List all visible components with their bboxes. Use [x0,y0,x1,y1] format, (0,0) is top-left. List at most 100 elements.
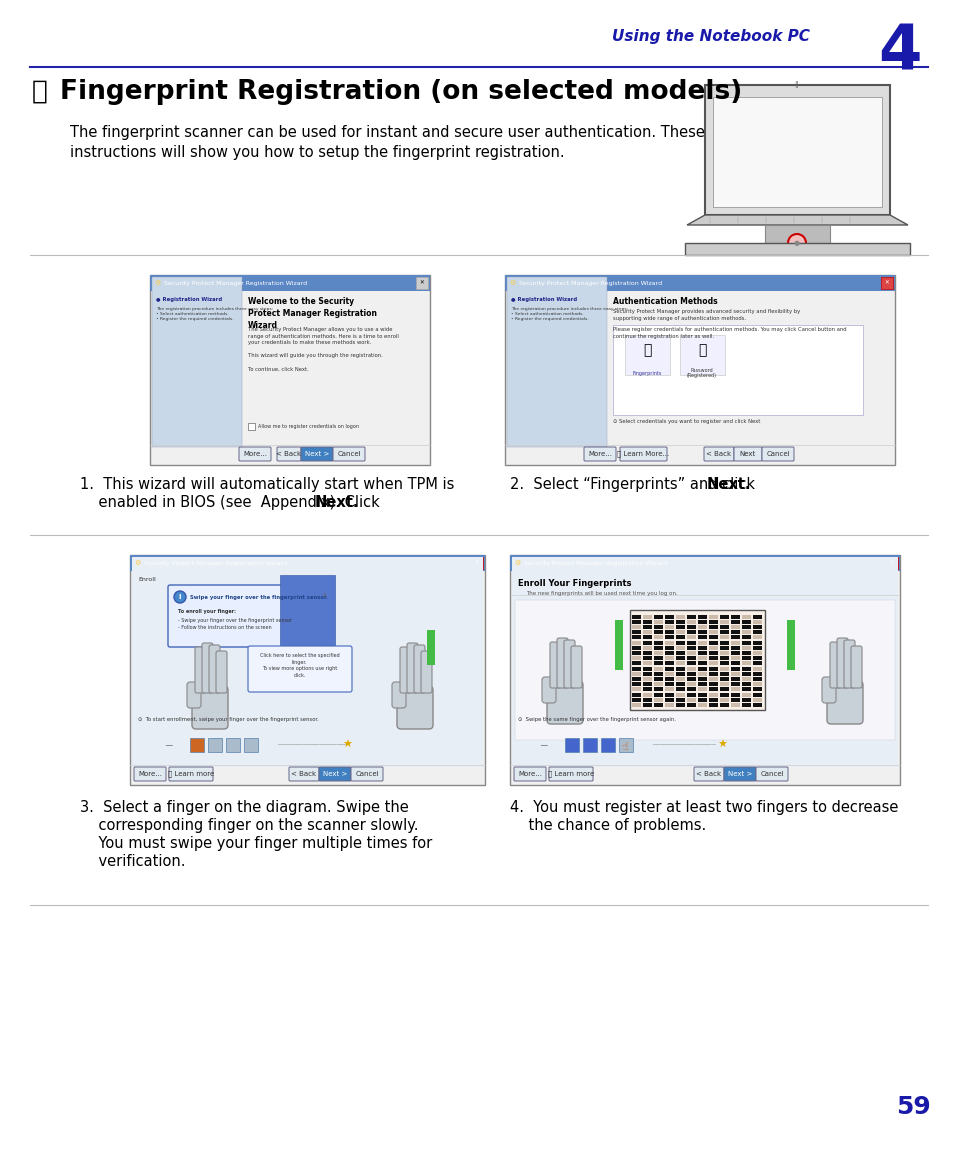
FancyBboxPatch shape [396,686,433,729]
Bar [684,243,909,255]
FancyBboxPatch shape [169,767,213,781]
Bar [506,277,606,447]
Bar [686,677,696,681]
Bar [654,683,662,686]
FancyBboxPatch shape [548,767,593,781]
Bar [679,335,724,375]
FancyBboxPatch shape [723,767,755,781]
Bar [752,620,761,624]
Bar [654,614,662,619]
Text: ⚙: ⚙ [509,280,515,286]
Bar [741,625,750,629]
Bar [720,625,728,629]
Bar [631,687,640,692]
Bar [720,666,728,671]
FancyBboxPatch shape [826,681,862,724]
Bar [730,662,740,665]
Bar [752,662,761,665]
Bar [730,631,740,634]
Text: < Back: < Back [291,772,316,777]
Text: Password
(Registered): Password (Registered) [686,367,717,379]
FancyBboxPatch shape [546,681,582,724]
Bar [654,631,662,634]
Bar [686,620,696,624]
Text: Enroll Your Fingerprints: Enroll Your Fingerprints [517,579,631,588]
FancyBboxPatch shape [843,640,854,688]
Bar [631,635,640,640]
Bar [752,625,761,629]
Bar [664,703,673,707]
Text: The new fingerprints will be used next time you log on.: The new fingerprints will be used next t… [525,591,677,596]
Bar [708,625,718,629]
Text: Swipe your finger over the fingerprint sensor.: Swipe your finger over the fingerprint s… [190,595,328,599]
Text: More...: More... [587,450,612,457]
Bar [654,625,662,629]
Bar [686,666,696,671]
Bar [631,631,640,634]
FancyBboxPatch shape [583,447,616,461]
Bar [708,687,718,692]
FancyBboxPatch shape [761,447,793,461]
Bar [416,277,428,289]
Bar [752,687,761,692]
Text: Enroll: Enroll [138,578,155,582]
Bar [686,687,696,692]
Bar [642,683,651,686]
Bar [676,687,684,692]
Bar [631,666,640,671]
FancyBboxPatch shape [301,447,333,461]
Bar [752,635,761,640]
Text: ───────────────: ─────────────── [651,742,715,748]
Text: Please register credentials for authentication methods. You may click Cancel but: Please register credentials for authenti… [613,327,845,338]
Text: Welcome to the Security
Protect Manager Registration
Wizard: Welcome to the Security Protect Manager … [248,297,376,329]
Bar [654,672,662,676]
Bar [654,693,662,696]
Text: Security Protect Manager provides advanced security and flexibility by
supportin: Security Protect Manager provides advanc… [613,310,800,321]
Text: Fingerprint Registration (on selected models): Fingerprint Registration (on selected mo… [60,79,741,105]
Bar [741,677,750,681]
Text: instructions will show you how to setup the fingerprint registration.: instructions will show you how to setup … [70,146,564,161]
Bar [631,656,640,661]
Bar [730,620,740,624]
Bar [730,635,740,640]
Bar [642,614,651,619]
Bar [698,631,706,634]
Bar [664,666,673,671]
Bar [720,614,728,619]
FancyBboxPatch shape [693,767,723,781]
Bar [642,662,651,665]
Bar [654,651,662,655]
Bar [741,693,750,696]
Bar [720,620,728,624]
Bar [631,703,640,707]
Bar [698,703,706,707]
Text: ➿: ➿ [32,79,48,105]
FancyBboxPatch shape [133,767,166,781]
Bar [730,687,740,692]
FancyBboxPatch shape [392,681,406,708]
Bar [654,687,662,692]
Bar [752,631,761,634]
Bar [704,85,889,215]
Bar [676,672,684,676]
Bar [708,677,718,681]
FancyBboxPatch shape [194,647,206,693]
FancyBboxPatch shape [541,677,556,703]
FancyBboxPatch shape [399,647,411,693]
Bar [686,646,696,650]
Bar [720,672,728,676]
Bar [720,641,728,644]
Bar [631,646,640,650]
Bar [676,698,684,702]
Bar [752,656,761,661]
Text: Cancel: Cancel [760,772,783,777]
Text: - Swipe your finger over the fingerprint sensor
- Follow the instructions on the: - Swipe your finger over the fingerprint… [178,618,292,629]
Bar [708,662,718,665]
Bar [248,423,254,430]
Bar [676,666,684,671]
Bar [664,662,673,665]
Bar [752,646,761,650]
Bar [686,614,696,619]
FancyBboxPatch shape [755,767,787,781]
Bar [730,625,740,629]
